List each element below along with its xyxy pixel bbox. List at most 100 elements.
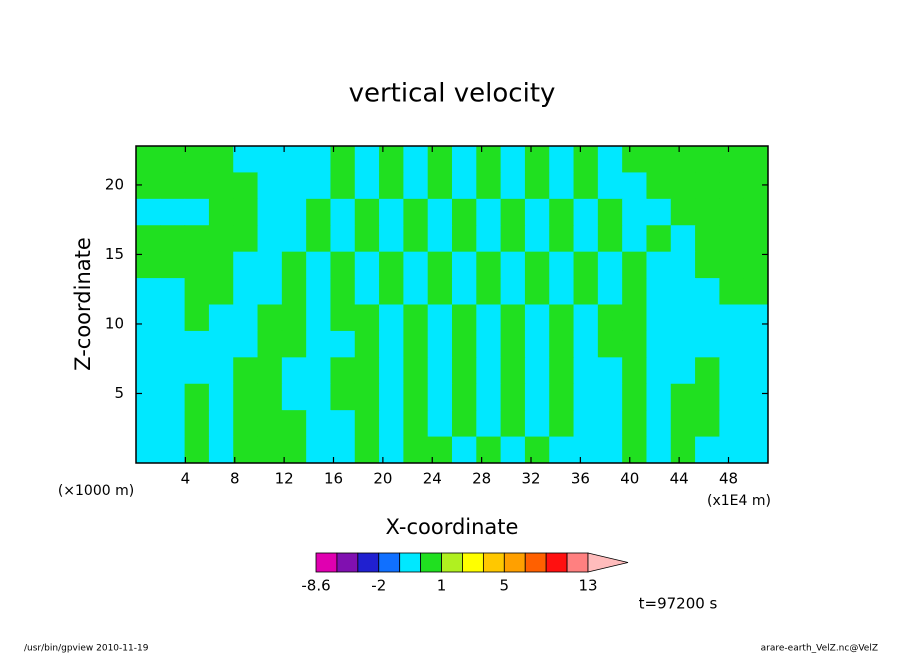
field-cell [208,198,234,226]
field-cell [695,436,720,464]
field-cell [549,357,575,385]
field-cell [160,278,186,305]
field-cell [306,383,331,411]
plot-frame [135,145,769,464]
field-cell [136,198,161,226]
field-cell [695,146,720,173]
colorbar-segment [378,552,401,573]
x-tick-label: 48 [719,470,738,488]
field-cell [306,251,331,279]
field-cell [743,436,769,464]
x-tick-label: 44 [670,470,689,488]
field-cell [233,357,259,385]
field-cell [670,383,696,411]
colorbar-tick-label: -2 [371,577,386,595]
field-cell [184,172,210,200]
colorbar-segment [357,552,380,573]
field-cell [719,304,745,332]
field-cell [695,304,720,332]
field-cell [719,198,745,226]
field-cell [233,436,259,464]
field-cell [160,225,186,253]
field-cell [403,146,429,173]
field-cell [622,278,647,305]
field-cell [184,410,210,438]
field-cell [306,172,331,200]
colorbar-segment [336,552,359,573]
field-cell [403,198,429,226]
field-cell [622,330,647,358]
field-cell [597,251,623,279]
field-cell [379,330,404,358]
field-cell [160,357,186,385]
field-cell [573,225,599,253]
field-cell [646,436,672,464]
field-cell [354,330,380,358]
field-cell [136,304,161,332]
field-cell [622,172,647,200]
field-cell [573,304,599,332]
field-cell [136,146,161,173]
field-cell [452,304,477,332]
field-cell [670,436,696,464]
time-label: t=97200 s [639,595,718,613]
field-cell [524,436,550,464]
field-cell [670,278,696,305]
field-cell [743,330,769,358]
field-cell [549,436,575,464]
field-cell [476,410,502,438]
field-cell [670,304,696,332]
field-cell [719,410,745,438]
field-cell [427,410,453,438]
field-cell [184,357,210,385]
field-cell [403,278,429,305]
field-cell [670,146,696,173]
field-cell [281,278,307,305]
field-cell [354,172,380,200]
field-cell [743,198,769,226]
field-cell [160,410,186,438]
field-cell [670,251,696,279]
field-cell [452,436,477,464]
field-cell [427,251,453,279]
field-cell [500,410,526,438]
field-cell [622,436,647,464]
colorbar-segment [566,552,589,573]
field-cell [330,251,356,279]
field-cell [330,225,356,253]
field-cell [597,410,623,438]
field-cell [403,436,429,464]
field-cell [524,225,550,253]
field-cell [136,410,161,438]
field-cell [160,146,186,173]
field-cell [427,198,453,226]
field-cell [476,198,502,226]
field-cell [573,383,599,411]
field-cell [743,225,769,253]
field-cell [233,383,259,411]
field-cell [160,383,186,411]
colorbar-tick-label: 5 [500,577,510,595]
y-unit: (×1000 m) [58,483,134,499]
field-cell [452,146,477,173]
field-cell [257,330,283,358]
field-cell [233,278,259,305]
field-cell [524,383,550,411]
field-cell [160,330,186,358]
field-cell [257,146,283,173]
field-cell [427,225,453,253]
colorbar-over [587,552,629,573]
field-cell [622,357,647,385]
field-cell [281,357,307,385]
field-cell [452,383,477,411]
field-cell [452,225,477,253]
field-cell [670,225,696,253]
field-cell [354,383,380,411]
colorbar-segment [462,552,484,573]
field-cell [403,410,429,438]
field-cell [500,383,526,411]
field-cell [719,225,745,253]
field-cell [403,357,429,385]
field-cell [354,357,380,385]
field-cell [257,278,283,305]
